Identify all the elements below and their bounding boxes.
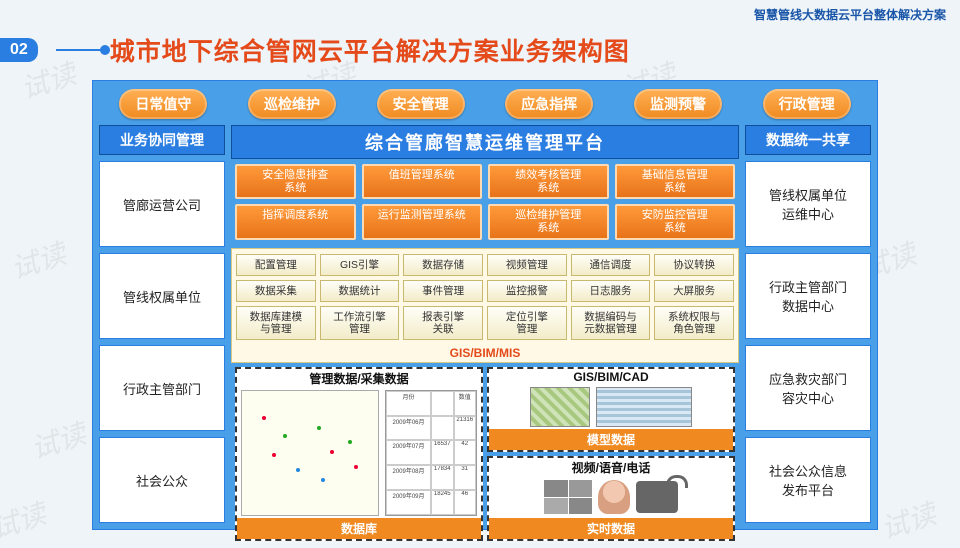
- section-tag: 02: [0, 38, 38, 62]
- left-box: 管廊运营公司: [99, 161, 225, 247]
- module-box: 数据存储: [403, 254, 483, 276]
- right-header: 数据统一共享: [745, 125, 871, 155]
- right-box: 应急救灾部门容灾中心: [745, 345, 871, 431]
- system-box: 指挥调度系统: [235, 204, 356, 239]
- video-grid-icon: [544, 480, 592, 514]
- module-box: 大屏服务: [654, 280, 734, 302]
- pill: 行政管理: [763, 89, 851, 119]
- module-box: 视频管理: [487, 254, 567, 276]
- pill: 巡检维护: [248, 89, 336, 119]
- module-box: 配置管理: [236, 254, 316, 276]
- title-row: 02 城市地下综合管网云平台解决方案业务架构图: [0, 32, 960, 68]
- pill: 监测预警: [634, 89, 722, 119]
- right-box: 行政主管部门数据中心: [745, 253, 871, 339]
- phone-icon: [636, 481, 678, 513]
- module-box: 事件管理: [403, 280, 483, 302]
- panel-title: 管理数据/采集数据: [237, 369, 481, 388]
- map-thumb-icon: [241, 390, 379, 516]
- system-box: 值班管理系统: [362, 164, 483, 199]
- pill: 安全管理: [377, 89, 465, 119]
- panel-footer: 实时数据: [489, 518, 733, 539]
- module-box: GIS引擎: [320, 254, 400, 276]
- module-box: 通信调度: [571, 254, 651, 276]
- watermark: 试读: [25, 412, 91, 467]
- module-box: 数据库建模与管理: [236, 306, 316, 340]
- manage-data-panel: 管理数据/采集数据: [235, 367, 483, 541]
- module-box: 数据统计: [320, 280, 400, 302]
- module-box: 工作流引擎管理: [320, 306, 400, 340]
- data-sources-zone: GIS/BIM/CAD 模型数据 管理数据/采集数据: [231, 363, 739, 545]
- right-column: 数据统一共享 管线权属单位运维中心 行政主管部门数据中心 应急救灾部门容灾中心 …: [745, 125, 871, 523]
- orange-systems-zone: 安全隐患排查系统 值班管理系统 绩效考核管理系统 基础信息管理系统 指挥调度系统…: [231, 159, 739, 248]
- module-box: 定位引擎管理: [487, 306, 567, 340]
- pill: 应急指挥: [505, 89, 593, 119]
- gis-thumb-icon: [530, 387, 590, 427]
- left-header: 业务协同管理: [99, 125, 225, 155]
- panel-footer: 数据库: [237, 518, 481, 539]
- top-category-row: 日常值守 巡检维护 安全管理 应急指挥 监测预警 行政管理: [93, 81, 877, 125]
- cad-thumb-icon: [596, 387, 692, 427]
- page-title: 城市地下综合管网云平台解决方案业务架构图: [110, 32, 630, 68]
- architecture-diagram: 日常值守 巡检维护 安全管理 应急指挥 监测预警 行政管理 业务协同管理 管廊运…: [92, 80, 878, 530]
- service-modules-zone: 配置管理 GIS引擎 数据存储 视频管理 通信调度 协议转换 数据采集 数据统计…: [231, 248, 739, 363]
- panel-footer: 模型数据: [489, 429, 733, 450]
- right-box: 管线权属单位运维中心: [745, 161, 871, 247]
- right-box: 社会公众信息发布平台: [745, 437, 871, 523]
- title-line: [56, 49, 104, 51]
- center-column: 综合管廊智慧运维管理平台 安全隐患排查系统 值班管理系统 绩效考核管理系统 基础…: [231, 125, 739, 523]
- module-box: 报表引擎关联: [403, 306, 483, 340]
- person-icon: [598, 480, 630, 514]
- main-band: 业务协同管理 管廊运营公司 管线权属单位 行政主管部门 社会公众 综合管廊智慧运…: [93, 125, 877, 523]
- panel-title: GIS/BIM/CAD: [489, 369, 733, 385]
- system-box: 绩效考核管理系统: [488, 164, 609, 199]
- system-box: 巡检维护管理系统: [488, 204, 609, 239]
- system-box: 安防监控管理系统: [615, 204, 736, 239]
- left-box: 行政主管部门: [99, 345, 225, 431]
- system-box: 运行监测管理系统: [362, 204, 483, 239]
- realtime-data-panel: 视频/语音/电话 实时数据: [487, 456, 735, 541]
- module-box: 数据采集: [236, 280, 316, 302]
- pill: 日常值守: [119, 89, 207, 119]
- watermark: 试读: [5, 232, 71, 287]
- system-box: 安全隐患排查系统: [235, 164, 356, 199]
- module-box: 协议转换: [654, 254, 734, 276]
- module-box: 数据编码与元数据管理: [571, 306, 651, 340]
- model-data-panel: GIS/BIM/CAD 模型数据: [487, 367, 735, 452]
- data-table-thumb: 月份数值 2009年06月21316 2009年07月1653742 2009年…: [385, 390, 477, 516]
- gis-label: GIS/BIM/MIS: [236, 344, 734, 360]
- system-box: 基础信息管理系统: [615, 164, 736, 199]
- watermark: 试读: [0, 492, 51, 547]
- left-box: 社会公众: [99, 437, 225, 523]
- left-box: 管线权属单位: [99, 253, 225, 339]
- doc-header: 智慧管线大数据云平台整体解决方案: [754, 6, 946, 23]
- left-column: 业务协同管理 管廊运营公司 管线权属单位 行政主管部门 社会公众: [99, 125, 225, 523]
- module-box: 系统权限与角色管理: [654, 306, 734, 340]
- center-header: 综合管廊智慧运维管理平台: [231, 125, 739, 159]
- module-box: 监控报警: [487, 280, 567, 302]
- module-box: 日志服务: [571, 280, 651, 302]
- panel-title: 视频/语音/电话: [489, 458, 733, 477]
- watermark: 试读: [875, 492, 941, 547]
